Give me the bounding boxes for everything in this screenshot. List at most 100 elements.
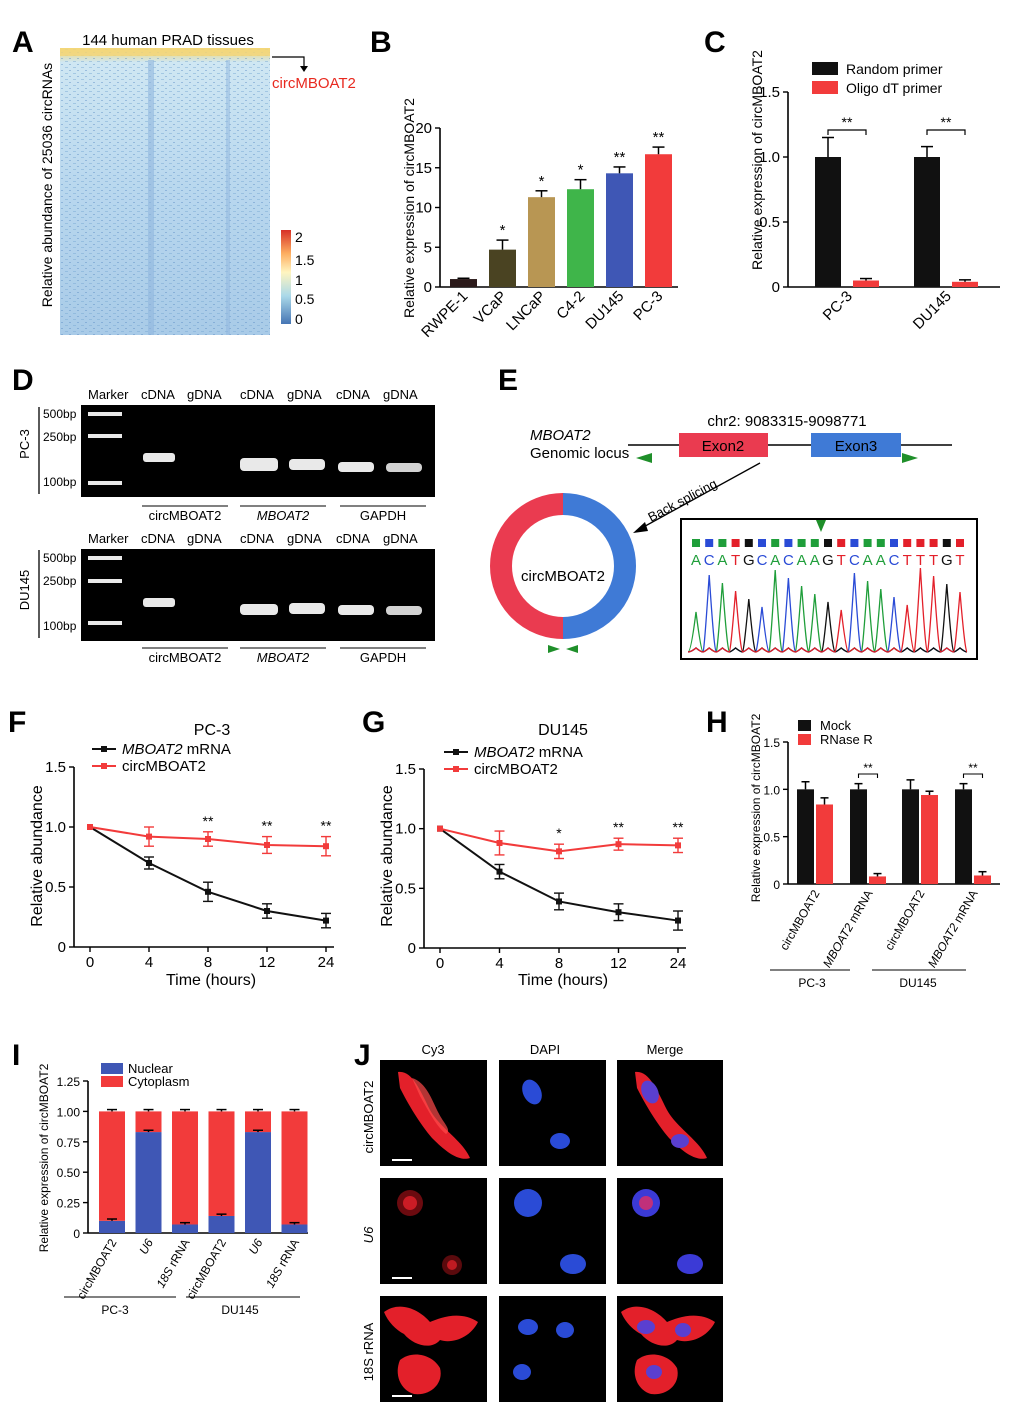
base-letter: A (810, 552, 820, 569)
base-letter: A (717, 552, 727, 569)
f-legend-mrna: MBOAT2 mRNA (122, 741, 231, 758)
gel-image-pc3 (81, 405, 435, 497)
x-tick-label: 0 (436, 955, 444, 972)
x-tick-label: circMBOAT2 (777, 887, 823, 952)
panel-j-microscopy: Cy3 DAPI Merge circMBOAT2 U6 18S rRNA (361, 1042, 723, 1402)
cell-signal (621, 1306, 715, 1346)
bar-cytoplasm (245, 1111, 271, 1133)
base-quality-square (850, 539, 859, 547)
gel-band (338, 605, 374, 615)
nucleus (550, 1133, 570, 1149)
bar-cytoplasm (281, 1111, 308, 1225)
y-tick-label: 1.25 (57, 1075, 81, 1089)
significance-bracket (962, 773, 984, 778)
bar-rnase-r (974, 875, 991, 884)
x-tick-label-suffix: rRNA (164, 1237, 192, 1272)
heatmap-title: 144 human PRAD tissues (82, 32, 254, 49)
c-legend-random: Random primer (846, 61, 943, 77)
x-tick-label: 24 (670, 955, 687, 972)
bar-nuclear (172, 1224, 198, 1233)
j-row-label: circMBOAT2 (361, 1081, 376, 1154)
g-legend-marker (453, 766, 459, 772)
y-tick-label: 0 (408, 940, 416, 957)
primer-arrow-icon (548, 645, 560, 653)
x-tick-label: 0 (86, 954, 94, 971)
gel-band (143, 598, 175, 607)
nucleus (518, 1319, 538, 1335)
i-legend-swatch-nuclear (101, 1063, 123, 1074)
base-letter: C (889, 552, 900, 569)
base-quality-square (824, 539, 832, 547)
significance-mark: * (539, 173, 545, 190)
data-point (146, 833, 152, 840)
g-title: DU145 (538, 722, 588, 739)
data-point (264, 908, 270, 914)
x-tick-label: 8 (204, 954, 212, 971)
y-tick-label: 0.50 (57, 1166, 81, 1180)
gel-band (240, 458, 278, 471)
nucleus (675, 1323, 691, 1337)
f-legend-mrna-gene: MBOAT2 (122, 741, 183, 758)
data-point (496, 868, 503, 875)
significance-mark: ** (321, 818, 332, 834)
base-letter: T (929, 552, 938, 569)
c-legend-swatch-random (812, 62, 838, 75)
panel-label-g: G (362, 706, 385, 739)
panel-label-b: B (370, 26, 392, 59)
base-quality-square (956, 539, 964, 547)
bar-random-primer (914, 157, 940, 287)
x-tick-label: 4 (145, 954, 153, 971)
back-splice-arrow (637, 462, 761, 531)
bar-rnase-r (921, 795, 938, 884)
bar-rnase-r (869, 876, 886, 884)
x-tick-label: C4-2 (553, 288, 588, 323)
heatmap-ylabel: Relative abundance of 25036 circRNAs (39, 63, 55, 307)
base-letter: A (691, 552, 701, 569)
ladder-band (88, 621, 122, 625)
x-tick-label: LNCaP (503, 288, 549, 334)
y-tick-label: 0.25 (57, 1197, 81, 1211)
data-point (675, 842, 681, 849)
y-tick-label: 0 (773, 878, 780, 892)
ladder-band (88, 579, 122, 583)
h-legend-swatch-rnase (798, 734, 811, 745)
j-column-label: Merge (647, 1042, 684, 1057)
gel-marker-label: Marker (88, 531, 129, 546)
base-letter: T (903, 552, 912, 569)
base-letter: C (849, 552, 860, 569)
gel-lane-label: gDNA (287, 531, 322, 546)
gel-lane-label: cDNA (141, 387, 175, 402)
i-legend-cytoplasm: Cytoplasm (128, 1074, 189, 1089)
x-tick-label: 4 (495, 955, 503, 972)
x-tick-label: 18S rRNA (263, 1237, 302, 1291)
i-legend-swatch-cytoplasm (101, 1076, 123, 1087)
gene-name: MBOAT2 (530, 427, 591, 444)
y-tick-label: 15 (415, 160, 432, 177)
gel-marker-label: Marker (88, 387, 129, 402)
micro-merge-u6 (617, 1178, 723, 1284)
g-legend-marker (453, 749, 459, 755)
h-legend-swatch-mock (798, 720, 811, 731)
f-legend-marker (101, 763, 107, 769)
bar-nuclear (135, 1132, 162, 1233)
gel-group-label: GAPDH (360, 508, 406, 523)
base-quality-square (692, 539, 700, 547)
panel-f-chart: PC-3 Relative abundance Time (hours) 0 0.… (29, 722, 334, 989)
gel-band (338, 462, 374, 472)
gel-group-label: GAPDH (360, 650, 406, 665)
data-point (264, 842, 270, 848)
cell-signal (398, 1071, 470, 1159)
panel-e-diagram: MBOAT2 Genomic locus chr2: 9083315-90987… (490, 413, 978, 660)
f-legend-mrna-suffix: mRNA (183, 741, 231, 758)
significance-mark: * (578, 162, 584, 179)
panel-d-gels: Marker cDNA gDNA cDNA gDNA cDNA gDNA PC-… (17, 387, 435, 665)
bar-lncap (528, 197, 555, 287)
cell-signal (384, 1306, 478, 1346)
cell-signal (412, 1078, 449, 1134)
y-tick-label: 1.0 (395, 821, 416, 838)
gel-group-label: circMBOAT2 (149, 508, 222, 523)
heatmap-column-stripe (148, 60, 154, 335)
cell-signal (403, 1196, 417, 1210)
i-ylabel: Relative expression of circMBOAT2 (37, 1063, 51, 1252)
